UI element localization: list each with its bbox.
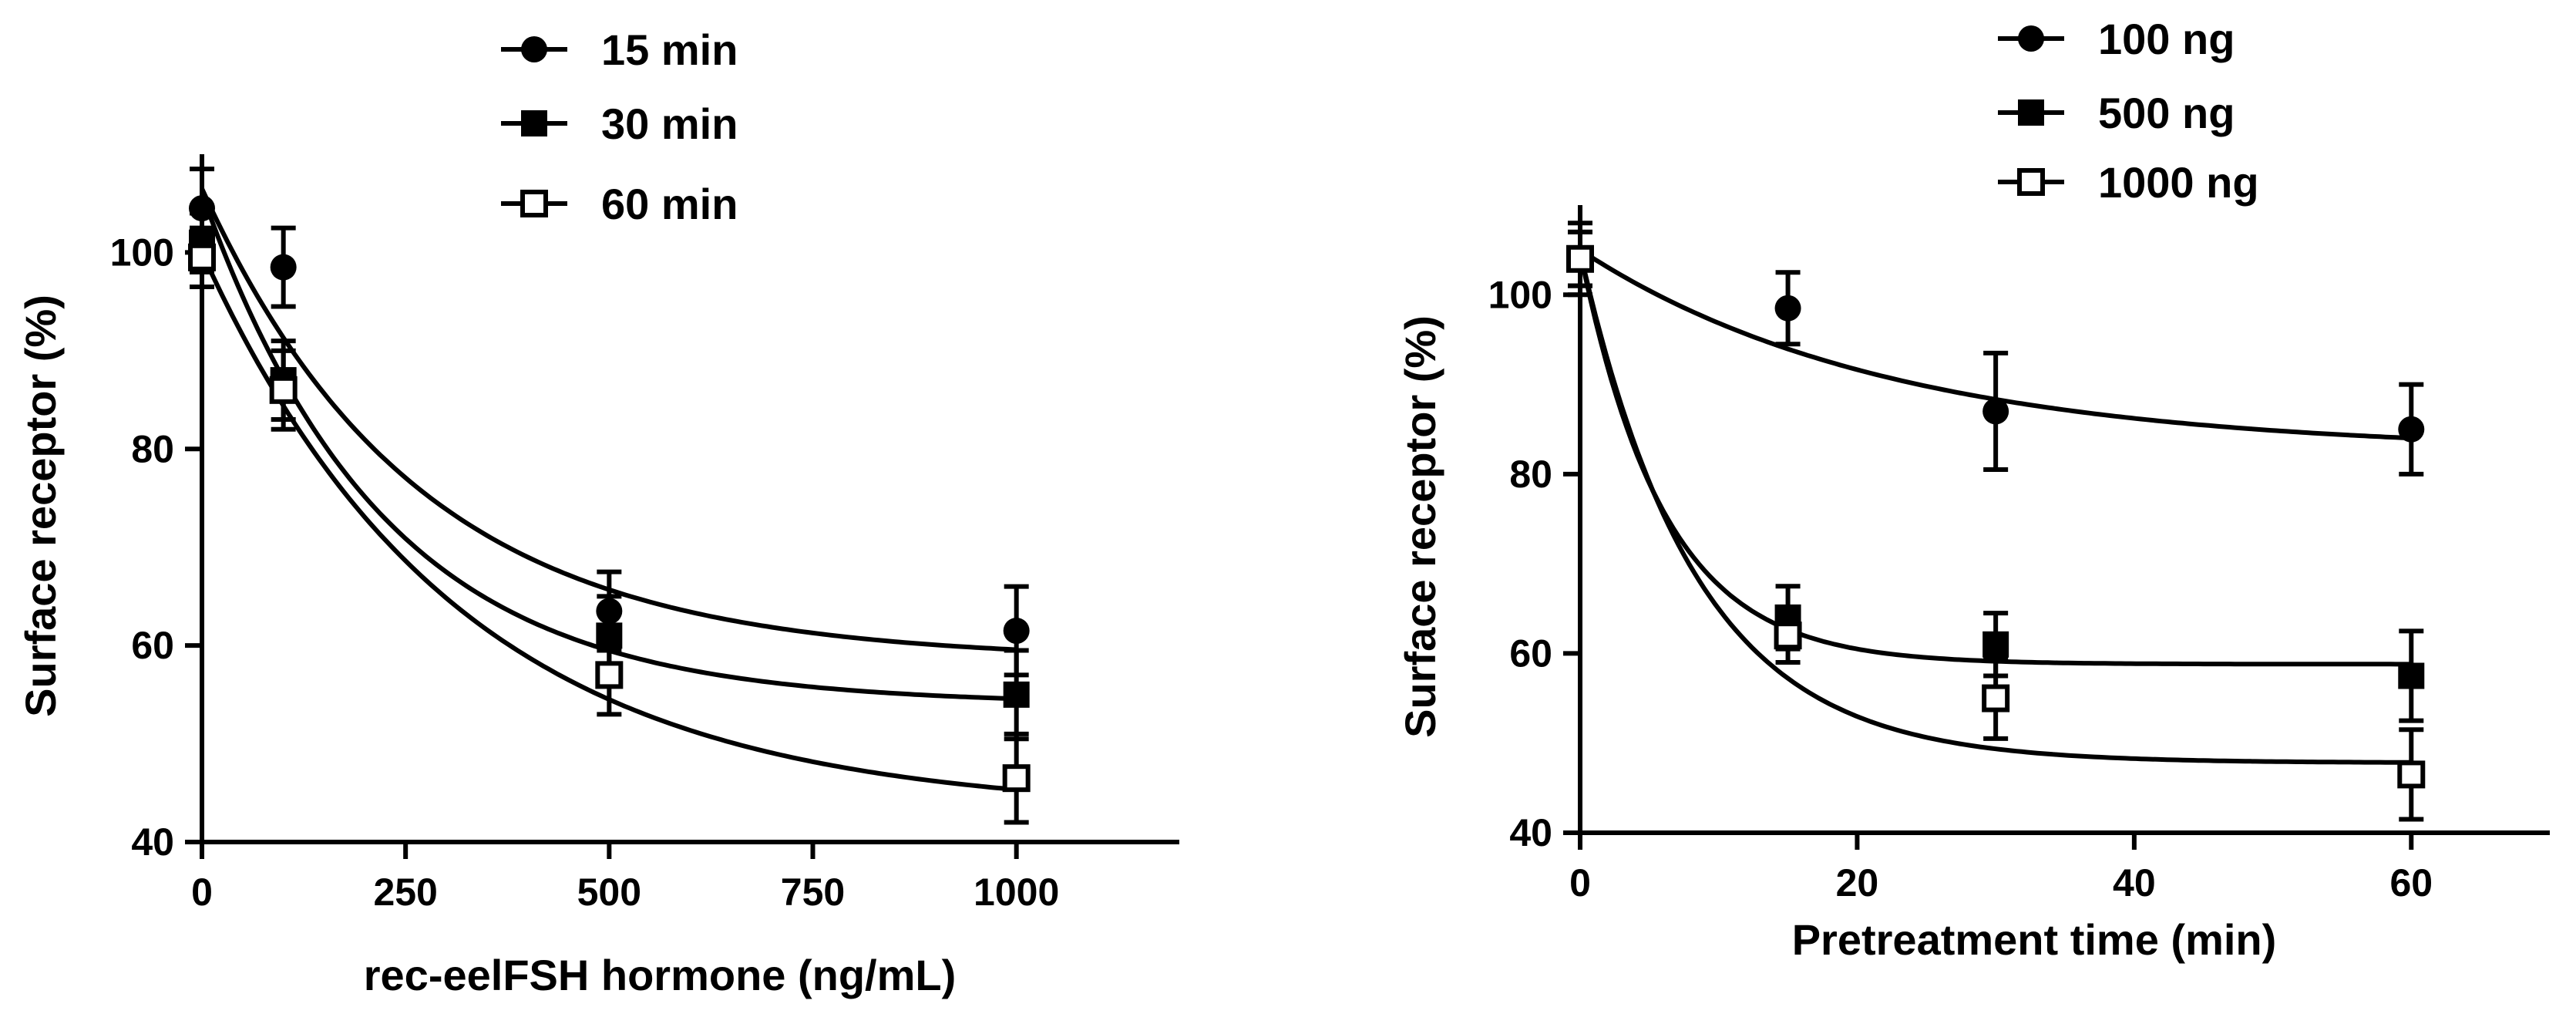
x-tick-label: 40: [2113, 861, 2156, 904]
legend-marker: [2017, 168, 2045, 196]
data-point: [270, 254, 297, 281]
legend-label: 500 ng: [2098, 89, 2235, 137]
legend-marker: [521, 36, 547, 62]
data-point: [595, 661, 624, 689]
y-tick-label: 80: [131, 427, 174, 470]
y-tick-label: 40: [1509, 811, 1552, 854]
y-tick-label: 80: [1509, 453, 1552, 496]
legend-label: 15 min: [601, 25, 738, 74]
data-point: [1982, 684, 2010, 712]
legend-label: 1000 ng: [2098, 158, 2259, 207]
data-point: [2398, 416, 2425, 443]
x-axis-title: rec-eelFSH hormone (ng/mL): [364, 951, 957, 999]
data-point: [1774, 295, 1801, 322]
legend-marker: [2018, 25, 2044, 52]
y-tick-label: 40: [131, 820, 174, 864]
x-tick-label: 0: [191, 871, 213, 914]
x-tick-label: 500: [577, 871, 641, 914]
legend-label: 30 min: [601, 99, 738, 148]
data-point: [1982, 398, 2009, 425]
data-point: [1982, 631, 2009, 658]
x-tick-label: 250: [373, 871, 437, 914]
legend-marker: [521, 110, 547, 136]
x-axis-title: Pretreatment time (min): [1792, 915, 2277, 964]
data-point: [1566, 244, 1594, 273]
time-course-chart: 40 60 80 100 0 20 40 60 Pretreatment time (min) S…: [1396, 15, 2550, 964]
x-tick-label: 1000: [974, 871, 1059, 914]
data-point: [188, 243, 216, 271]
data-point: [2398, 662, 2425, 689]
y-axis-title: Surface receptor (%): [16, 295, 65, 717]
legend-label: 60 min: [601, 180, 738, 228]
legend-label: 100 ng: [2098, 15, 2235, 63]
x-tick-label: 20: [1836, 861, 1879, 904]
y-axis-title: Surface receptor (%): [1396, 315, 1444, 738]
data-point: [1003, 681, 1030, 708]
data-point: [1003, 618, 1030, 645]
data-point: [1774, 621, 1802, 650]
legend-marker: [520, 190, 548, 217]
x-tick-label: 60: [2389, 861, 2433, 904]
x-tick-label: 750: [781, 871, 845, 914]
data-point: [1002, 764, 1031, 793]
legend-marker: [2018, 99, 2044, 126]
y-tick-label: 100: [110, 231, 174, 274]
fit-curve-3: [1578, 251, 2412, 765]
y-tick-label: 100: [1488, 273, 1552, 316]
data-point: [2397, 760, 2426, 789]
data-point: [269, 376, 298, 404]
x-tick-label: 0: [1569, 861, 1591, 904]
y-tick-label: 60: [1509, 632, 1552, 675]
y-tick-label: 60: [131, 624, 174, 667]
